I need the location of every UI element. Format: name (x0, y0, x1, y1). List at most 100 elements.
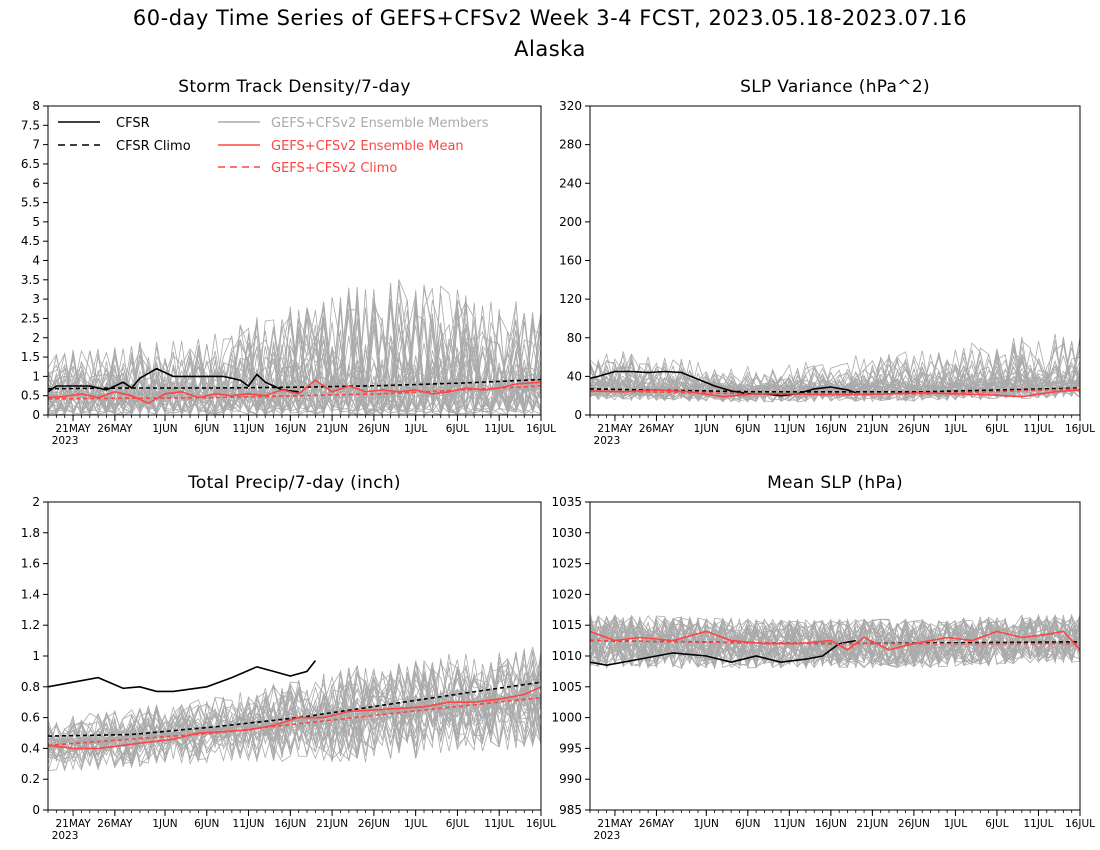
x-tick-label: 16JUL (1065, 423, 1095, 435)
x-tick-label: 6JUL (446, 423, 469, 435)
ensemble-member-line (47, 308, 542, 416)
ensemble-member-line (47, 662, 542, 755)
x-tick-label: 16JUN (815, 423, 847, 435)
x-tick-label: 11JUN (773, 818, 805, 830)
x-tick-label: 1JUL (404, 423, 427, 435)
x-tick-label: 1JUN (694, 818, 719, 830)
y-tick-label: 160 (559, 254, 582, 268)
y-tick-label: 985 (559, 803, 582, 817)
legend-label-cfsr: CFSR (116, 116, 150, 131)
legend-label-members: GEFS+CFSv2 Ensemble Members (271, 116, 489, 131)
y-tick-label: 1020 (551, 587, 582, 601)
y-tick-label: 3.5 (21, 273, 40, 287)
series-cfsr-climo (589, 639, 1081, 645)
ensemble-member-line (589, 616, 1081, 669)
y-tick-label: 2 (32, 331, 40, 345)
x-tick-label: 11JUL (1023, 423, 1053, 435)
ensemble-member-line (47, 652, 542, 762)
x-tick-label: 16JUL (526, 818, 556, 830)
series-cfsr-climo (47, 681, 542, 737)
y-tick-label: 995 (559, 741, 582, 755)
legend-label-cfsr-climo: CFSR Climo (116, 139, 191, 154)
y-tick-label: 1005 (551, 680, 582, 694)
y-tick-label: 0.8 (21, 680, 40, 694)
x-tick-label: 1JUL (404, 818, 427, 830)
x-tick-label: 21JUN (316, 423, 348, 435)
ensemble-member-line (47, 300, 542, 416)
panel-title: Mean SLP (hPa) (767, 473, 903, 493)
y-tick-label: 1030 (551, 526, 582, 540)
x-tick-label: 26MAY (639, 423, 675, 435)
x-tick-label: 11JUN (233, 423, 265, 435)
y-tick-label: 6 (32, 176, 40, 190)
x-tick-label: 21JUN (856, 423, 888, 435)
panel-total-precip: Total Precip/7-day (inch)00.20.40.60.811… (21, 473, 556, 842)
x-tick-label: 11JUN (233, 818, 265, 830)
x-tick-label: 6JUN (735, 423, 760, 435)
y-tick-label: 1 (32, 649, 40, 663)
x-tick-label: 21JUN (316, 818, 348, 830)
y-tick-label: 0.4 (21, 741, 40, 755)
ensemble-member-line (47, 298, 542, 416)
y-tick-label: 1.6 (21, 557, 40, 571)
panel-storm-track-density: Storm Track Density/7-day 0 0.5 1 1.5 2 2.5 3 3.… (21, 77, 556, 447)
x-tick-label: 16JUL (1065, 818, 1095, 830)
x-tick-label: 21MAY (55, 423, 91, 435)
y-tick-label: 40 (567, 369, 582, 383)
legend-label-ens-mean: GEFS+CFSv2 Ensemble Mean (271, 139, 464, 154)
ensemble-member-line (47, 652, 542, 759)
x-tick-label: 1JUN (152, 818, 177, 830)
x-tick-label: 26JUN (358, 818, 390, 830)
ensemble-member-line (47, 311, 542, 417)
y-tick-label: 4 (32, 254, 40, 268)
x-tick-label: 16JUN (274, 818, 306, 830)
y-tick-label: 1010 (551, 649, 582, 663)
y-tick-label: 5.5 (21, 196, 40, 210)
panel-title: Total Precip/7-day (inch) (187, 473, 401, 493)
series-cfsr (589, 639, 856, 667)
series-cfsr (589, 370, 857, 397)
x-tick-label: 16JUN (815, 818, 847, 830)
series-gefs-cfsv2-ensemble-mean (47, 686, 542, 750)
ensemble-member-line (47, 664, 542, 757)
x-tick-label: 21MAY (55, 818, 91, 830)
ensemble-member-line (47, 290, 542, 415)
ensemble-member-line (589, 614, 1081, 667)
y-tick-label: 5 (32, 215, 40, 229)
y-tick-label: 0.6 (21, 711, 40, 725)
x-tick-label: 21JUN (856, 818, 888, 830)
y-tick-label: 0 (32, 803, 40, 817)
y-tick-label: 0 (32, 408, 40, 422)
y-tick-label: 6.5 (21, 157, 40, 171)
x-tick-label: 11JUL (1023, 818, 1053, 830)
legend-label-ens-climo: GEFS+CFSv2 Climo (271, 161, 397, 176)
legend: CFSR CFSR Climo GEFS+CFSv2 Ensemble Memb… (58, 116, 489, 176)
y-tick-label: 0 (574, 408, 582, 422)
x-tick-label: 1JUN (152, 423, 177, 435)
y-tick-label: 2.5 (21, 311, 40, 325)
panel-title: SLP Variance (hPa^2) (740, 77, 930, 97)
x-tick-label: 1JUN (694, 423, 719, 435)
x-year-label: 2023 (594, 830, 621, 842)
y-tick-label: 200 (559, 215, 582, 229)
x-tick-label: 1JUL (944, 423, 967, 435)
y-tick-label: 7 (32, 138, 40, 152)
y-tick-label: 2 (32, 495, 40, 509)
x-tick-label: 11JUL (484, 423, 514, 435)
y-tick-label: 120 (559, 292, 582, 306)
series-cfsr (47, 660, 317, 693)
x-tick-label: 6JUN (194, 818, 219, 830)
series-gefs-cfsv2-climo (47, 696, 542, 747)
ensemble-member-line (47, 288, 542, 416)
panel-slp-variance: SLP Variance (hPa^2) 0 40 80 120 160 200 240 280… (559, 77, 1095, 447)
x-tick-label: 26MAY (97, 818, 133, 830)
x-tick-label: 6JUN (735, 818, 760, 830)
plot-frame (47, 501, 542, 811)
ensemble-members (589, 613, 1081, 670)
y-tick-label: 1035 (551, 495, 582, 509)
x-tick-label: 16JUL (526, 423, 556, 435)
ensemble-member-line (47, 653, 542, 767)
x-tick-label: 11JUN (773, 423, 805, 435)
figure-title: 60-day Time Series of GEFS+CFSv2 Week 3-… (133, 6, 967, 30)
